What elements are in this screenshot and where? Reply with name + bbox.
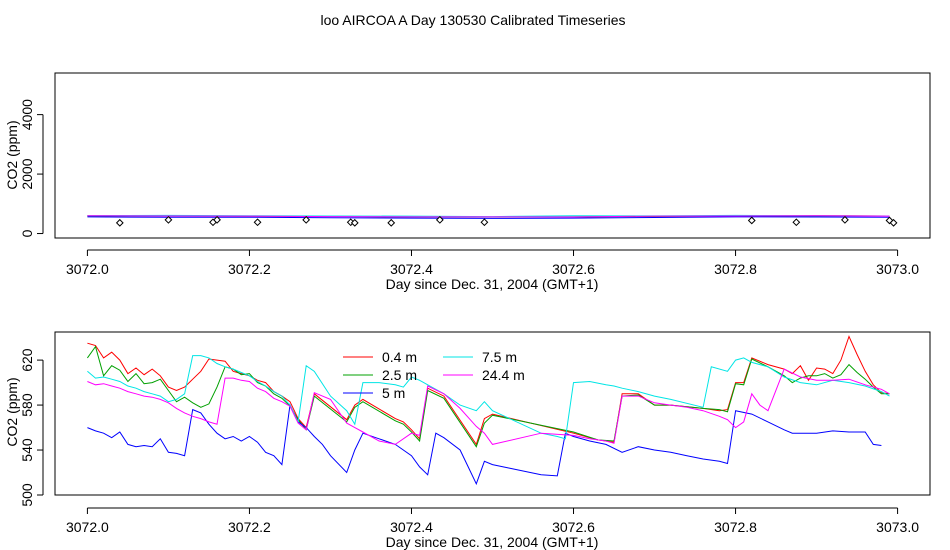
data-point-marker: [350, 218, 359, 227]
x-tick-label: 3072.6: [552, 261, 595, 277]
legend: 0.4 m 2.5 m 5 m 7.5 m 24.4 m: [343, 349, 525, 401]
y-tick-label: 540: [19, 438, 35, 462]
legend-label: 24.4 m: [482, 367, 525, 383]
data-point-marker: [889, 218, 898, 227]
top-axes: 3072.0 3072.2 3072.4 3072.6 3072.8 3073.0 0 200…: [19, 99, 919, 277]
series-line-4: [87, 215, 890, 218]
series-line-2: [87, 216, 890, 219]
x-tick-label: 3072.0: [66, 261, 109, 277]
x-tick-label: 3072.4: [390, 519, 433, 535]
data-point-marker: [213, 215, 221, 224]
legend-label: 0.4 m: [382, 349, 417, 365]
y-tick-label: 500: [19, 483, 35, 507]
data-point-marker: [747, 216, 756, 225]
top-series: [87, 214, 890, 219]
plot-frame: [54, 331, 931, 496]
bottom-axes: 3072.0 3072.2 3072.4 3072.6 3072.8 3073.0 500 5…: [19, 348, 919, 535]
figure-title: loo AIRCOA A Day 130530 Calibrated Times…: [320, 12, 625, 28]
x-tick-label: 3073.0: [876, 519, 919, 535]
x-axis-label: Day since Dec. 31, 2004 (GMT+1): [386, 534, 599, 550]
y-axis-label: CO2 (ppm): [4, 120, 20, 189]
legend-label: 5 m: [382, 385, 405, 401]
panel-bottom: 3072.0 3072.2 3072.4 3072.6 3072.8 3073.0 500 5…: [4, 331, 931, 550]
data-point-marker: [302, 215, 311, 224]
x-tick-label: 3072.6: [552, 519, 595, 535]
y-tick-label: 620: [19, 348, 35, 372]
y-axis-label: CO2 (ppm): [4, 377, 20, 446]
panel-top: 3072.0 3072.2 3072.4 3072.6 3072.8 3073.0 0 200…: [4, 72, 931, 292]
y-tick-label: 2000: [19, 158, 35, 189]
data-point-marker: [164, 215, 173, 224]
plot-frame: [54, 72, 931, 239]
data-point-marker: [253, 218, 262, 227]
x-axis-label: Day since Dec. 31, 2004 (GMT+1): [386, 276, 599, 292]
x-tick-label: 3072.2: [228, 519, 271, 535]
y-tick-label: 580: [19, 393, 35, 417]
x-tick-label: 3072.4: [390, 261, 433, 277]
top-markers: [115, 215, 898, 227]
y-tick-label: 0: [19, 229, 35, 237]
series-line-7-5-m: [87, 355, 890, 440]
x-tick-label: 3072.2: [228, 261, 271, 277]
legend-label: 2.5 m: [382, 367, 417, 383]
legend-label: 7.5 m: [482, 349, 517, 365]
x-tick-label: 3072.0: [66, 519, 109, 535]
series-line-2-5-m: [86, 345, 890, 448]
bottom-series: [86, 335, 890, 486]
data-point-marker: [435, 215, 444, 224]
x-tick-label: 3073.0: [876, 261, 919, 277]
data-point-marker: [792, 218, 801, 227]
x-tick-label: 3072.8: [714, 261, 757, 277]
data-point-marker: [841, 215, 849, 224]
data-point-marker: [480, 218, 489, 227]
series-line-24-4-m: [87, 368, 890, 445]
data-point-marker: [115, 218, 124, 227]
series-line-0-4-m: [87, 335, 890, 446]
data-point-marker: [387, 218, 396, 227]
y-tick-label: 4000: [19, 99, 35, 130]
x-tick-label: 3072.8: [714, 519, 757, 535]
series-line-5-m: [87, 403, 882, 486]
